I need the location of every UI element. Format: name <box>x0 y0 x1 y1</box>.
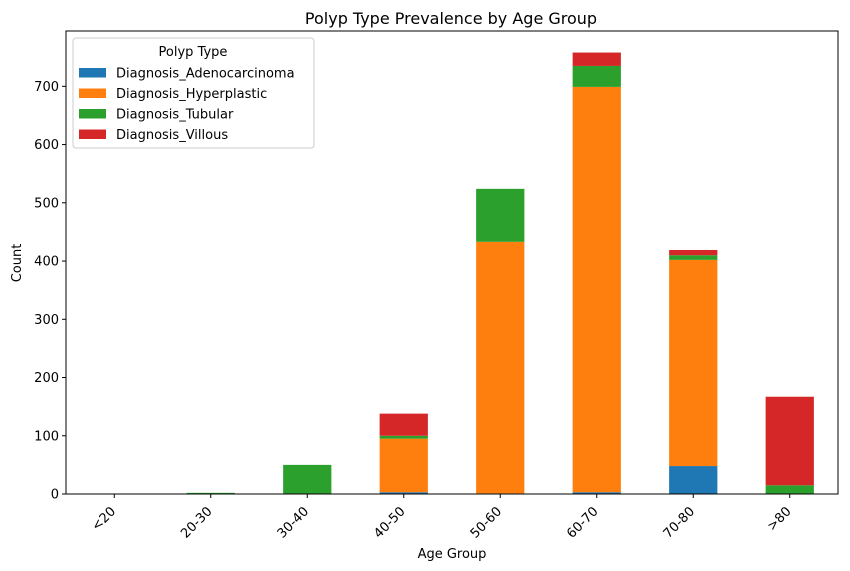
bar-segment <box>572 65 621 87</box>
legend-swatch <box>79 109 106 119</box>
legend-title: Polyp Type <box>159 45 228 60</box>
bar-segment <box>379 435 428 439</box>
x-axis: <20 20-30 30-40 40-50 50-60 60-70 70-80 >80 <box>89 494 795 542</box>
bar-segment <box>765 396 814 486</box>
bar-segment <box>379 413 428 436</box>
x-tick-label: 60-70 <box>564 504 601 541</box>
bar-segment <box>186 492 235 494</box>
legend-label: Diagnosis_Tubular <box>116 108 234 123</box>
y-tick-label: 100 <box>34 429 59 444</box>
bar-segment <box>669 255 718 260</box>
y-tick-label: 0 <box>51 488 59 503</box>
bar-segment <box>572 492 621 494</box>
legend-label: Diagnosis_Hyperplastic <box>116 87 267 102</box>
legend-box <box>72 37 315 149</box>
legend-swatch <box>79 88 106 98</box>
bar-segment <box>476 241 525 494</box>
bar-segment <box>572 52 621 66</box>
legend-label: Diagnosis_Adenocarcinoma <box>116 67 295 82</box>
plot-frame <box>65 30 839 495</box>
legend-entries: Diagnosis_Adenocarcinoma Diagnosis_Hyperp… <box>79 67 295 143</box>
y-tick-label: 500 <box>34 196 59 211</box>
x-tick-label: <20 <box>89 504 119 534</box>
bar-segment <box>669 466 718 494</box>
legend: Polyp Type Diagnosis_AdenocarcinomaDiagn… <box>72 37 315 149</box>
y-tick-label: 200 <box>34 371 59 386</box>
x-tick-label: 30-40 <box>275 504 312 541</box>
chart-title: Polyp Type Prevalence by Age Group <box>305 9 597 28</box>
bar-segment <box>476 188 525 242</box>
y-tick-label: 600 <box>34 138 59 153</box>
bars-group <box>186 52 814 494</box>
x-axis-label: Age Group <box>418 547 487 562</box>
x-tick-label: 20-30 <box>178 504 215 541</box>
y-axis: 0 100 200 300 400 500 600 700 <box>34 80 66 503</box>
legend-swatch <box>79 68 106 78</box>
bar-segment <box>669 249 718 256</box>
x-tick-label: 40-50 <box>371 504 408 541</box>
x-tick-label: >80 <box>765 504 795 534</box>
x-tick-label: 50-60 <box>468 504 505 541</box>
y-axis-label: Count <box>10 244 25 283</box>
bar-segment <box>765 485 814 494</box>
y-tick-label: 300 <box>34 313 59 328</box>
bar-segment <box>379 438 428 493</box>
legend-swatch <box>79 129 106 139</box>
y-tick-label: 400 <box>34 255 59 270</box>
bar-segment <box>669 259 718 467</box>
x-tick-label: 70-80 <box>661 504 698 541</box>
bar-segment <box>572 86 621 493</box>
bar-segment <box>379 492 428 494</box>
legend-label: Diagnosis_Villous <box>116 128 228 143</box>
bar-segment <box>283 464 332 494</box>
y-tick-label: 700 <box>34 80 59 95</box>
